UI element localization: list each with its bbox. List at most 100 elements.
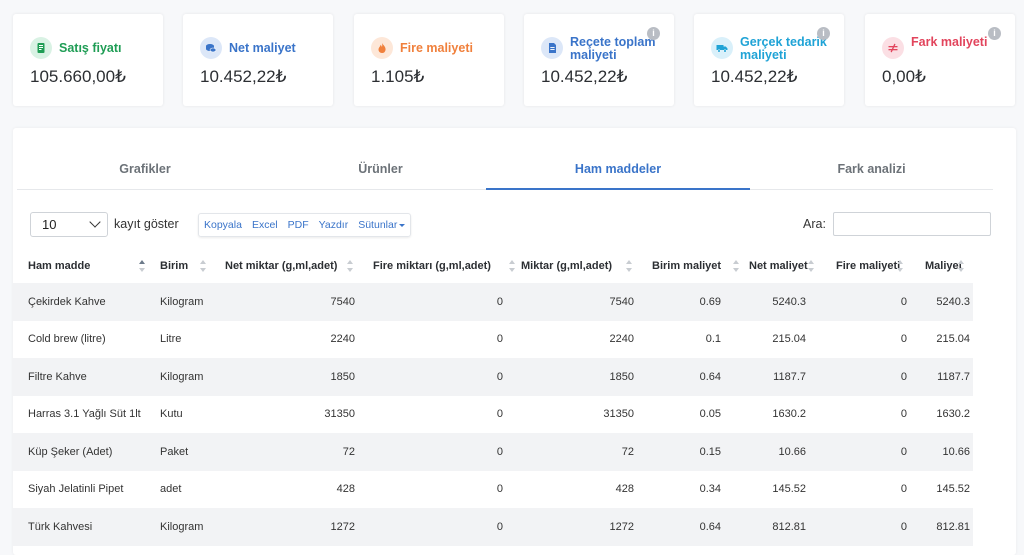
table-cell: 1850 bbox=[210, 358, 358, 396]
summary-card-label: Net maliyet bbox=[229, 41, 296, 55]
table-cell: 72 bbox=[210, 433, 358, 471]
pdf-button[interactable]: PDF bbox=[283, 214, 314, 236]
table-row[interactable]: Küp Şeker (Adet) Paket 72 0 72 0.15 10.66 0 10.6… bbox=[13, 433, 973, 471]
page-size-value: 10 bbox=[42, 217, 57, 232]
copy-button[interactable]: Kopyala bbox=[199, 214, 247, 236]
table-cell: 0 bbox=[900, 483, 907, 496]
chevron-down-icon bbox=[89, 216, 101, 228]
table-row[interactable]: Çekirdek Kahve Kilogram 7540 0 7540 0.69 5240.… bbox=[13, 283, 973, 321]
table-cell: 0 bbox=[358, 433, 506, 471]
table-cell: 0.15 bbox=[637, 433, 734, 471]
table-cell: 0 bbox=[496, 408, 503, 421]
table-cell: 0 bbox=[358, 283, 506, 321]
summary-card: Reçete toplam maliyeti 10.452,22₺ i bbox=[524, 14, 674, 106]
column-header[interactable]: Net miktar (g,ml,adet) bbox=[210, 248, 358, 283]
print-button[interactable]: Yazdır bbox=[314, 214, 354, 236]
raw-materials-table: Ham madde Birim Net miktar (g,ml,adet) Fire… bbox=[13, 248, 973, 546]
table-cell: 0.64 bbox=[637, 358, 734, 396]
column-header[interactable]: Birim maliyet bbox=[637, 248, 739, 283]
table-row[interactable]: Filtre Kahve Kilogram 1850 0 1850 0.64 1187.7 0… bbox=[13, 358, 973, 396]
not-equal-icon bbox=[882, 37, 904, 59]
table-cell: Küp Şeker (Adet) bbox=[13, 433, 145, 471]
table-cell: 1272 bbox=[506, 508, 637, 546]
table-cell: 428 bbox=[336, 483, 355, 496]
summary-card: Satış fiyatı 105.660,00₺ bbox=[13, 14, 163, 106]
table-row[interactable]: Cold brew (litre) Litre 2240 0 2240 0.1 215.04… bbox=[13, 321, 973, 359]
info-icon[interactable]: i bbox=[647, 27, 660, 40]
table-row[interactable]: Siyah Jelatinli Pipet adet 428 0 428 0.34 145.… bbox=[13, 471, 973, 509]
summary-cards: Satış fiyatı 105.660,00₺ Net maliyet 10.452… bbox=[13, 14, 1016, 106]
table-cell: 0 bbox=[358, 358, 506, 396]
page-size-select[interactable]: 10 bbox=[30, 212, 108, 237]
sort-icon bbox=[626, 260, 633, 272]
table-cell: Filtre Kahve bbox=[13, 358, 145, 396]
info-icon[interactable]: i bbox=[817, 27, 830, 40]
pdf-button-label: PDF bbox=[287, 219, 309, 231]
table-cell: 0.64 bbox=[637, 508, 734, 546]
summary-card-value: 1.105₺ bbox=[371, 67, 425, 86]
column-header[interactable]: Fire miktarı (g,ml,adet) bbox=[358, 248, 515, 283]
column-header-label: Net miktar (g,ml,adet) bbox=[225, 259, 338, 272]
summary-card-label: Gerçek tedarik maliyeti bbox=[740, 35, 827, 62]
main-panel: Grafikler Ürünler Ham maddeler Fark analizi… bbox=[13, 128, 1016, 555]
sort-icon bbox=[200, 260, 207, 272]
table-cell: 215.04 bbox=[936, 333, 970, 346]
column-header[interactable]: Birim bbox=[145, 248, 210, 283]
document-icon bbox=[541, 37, 563, 59]
summary-card: Fark maliyeti 0,00₺ i bbox=[865, 14, 1015, 106]
table-cell: 0.05 bbox=[699, 408, 721, 421]
table-cell: 0 bbox=[821, 508, 910, 546]
table-cell: 812.81 bbox=[910, 508, 973, 546]
sort-icon bbox=[958, 260, 965, 272]
table-cell: 1850 bbox=[506, 358, 637, 396]
columns-button[interactable]: Sütunlar bbox=[353, 214, 410, 236]
coins-icon bbox=[200, 37, 222, 59]
table-cell: 31350 bbox=[324, 408, 355, 421]
search-input[interactable] bbox=[833, 212, 991, 236]
column-header[interactable]: Fire maliyeti bbox=[821, 248, 910, 283]
tab-ham-maddeler[interactable]: Ham maddeler bbox=[486, 128, 750, 190]
tab-fark-analizi[interactable]: Fark analizi bbox=[837, 162, 906, 176]
table-header-row: Ham madde Birim Net miktar (g,ml,adet) Fire… bbox=[13, 248, 973, 283]
table-cell: 5240.3 bbox=[910, 283, 973, 321]
table-cell: Kilogram bbox=[145, 508, 210, 546]
table-cell: Kilogram bbox=[145, 283, 210, 321]
table-cell: 2240 bbox=[609, 333, 634, 346]
tab-grafikler[interactable]: Grafikler bbox=[119, 162, 171, 176]
table-cell: 0 bbox=[821, 433, 910, 471]
column-header[interactable]: Maliyet bbox=[910, 248, 973, 283]
column-header-label: Birim maliyet bbox=[652, 259, 722, 272]
column-header-label: Miktar (g,ml,adet) bbox=[521, 259, 613, 272]
table-cell: Litre bbox=[160, 333, 182, 346]
sort-icon bbox=[733, 260, 740, 272]
tab-ürünler[interactable]: Ürünler bbox=[358, 162, 403, 176]
table-cell: Kutu bbox=[160, 408, 183, 421]
table-cell: 0 bbox=[358, 508, 506, 546]
table-row[interactable]: Türk Kahvesi Kilogram 1272 0 1272 0.64 812.81 0… bbox=[13, 508, 973, 546]
column-header[interactable]: Ham madde bbox=[13, 248, 145, 283]
table-cell: 0 bbox=[900, 333, 907, 346]
table-cell: 145.52 bbox=[772, 483, 806, 496]
column-header[interactable]: Net maliyet bbox=[734, 248, 821, 283]
table-cell: Paket bbox=[145, 433, 210, 471]
column-header[interactable]: Miktar (g,ml,adet) bbox=[506, 248, 637, 283]
table-cell: Türk Kahvesi bbox=[13, 508, 145, 546]
summary-card: Fire maliyeti 1.105₺ bbox=[354, 14, 504, 106]
table-cell: 1187.7 bbox=[910, 358, 973, 396]
table-row[interactable]: Harras 3.1 Yağlı Süt 1lt Kutu 31350 0 31350 0… bbox=[13, 396, 973, 434]
invoice-icon bbox=[30, 37, 52, 59]
summary-card-value: 10.452,22₺ bbox=[541, 67, 628, 86]
column-header-label: Fire maliyeti bbox=[836, 259, 901, 272]
table-cell: 10.66 bbox=[910, 433, 973, 471]
info-icon[interactable]: i bbox=[988, 27, 1001, 40]
summary-card-label: Fire maliyeti bbox=[400, 41, 473, 55]
table-cell: Cold brew (litre) bbox=[28, 333, 106, 346]
column-header-label: Maliyet bbox=[925, 259, 963, 272]
table-cell: 1630.2 bbox=[936, 408, 970, 421]
table-cell: Harras 3.1 Yağlı Süt 1lt bbox=[28, 408, 141, 421]
excel-button[interactable]: Excel bbox=[247, 214, 283, 236]
sort-icon bbox=[139, 260, 146, 272]
summary-card-value: 10.452,22₺ bbox=[711, 67, 798, 86]
copy-button-label: Kopyala bbox=[204, 219, 242, 231]
table-cell: 5240.3 bbox=[734, 283, 821, 321]
